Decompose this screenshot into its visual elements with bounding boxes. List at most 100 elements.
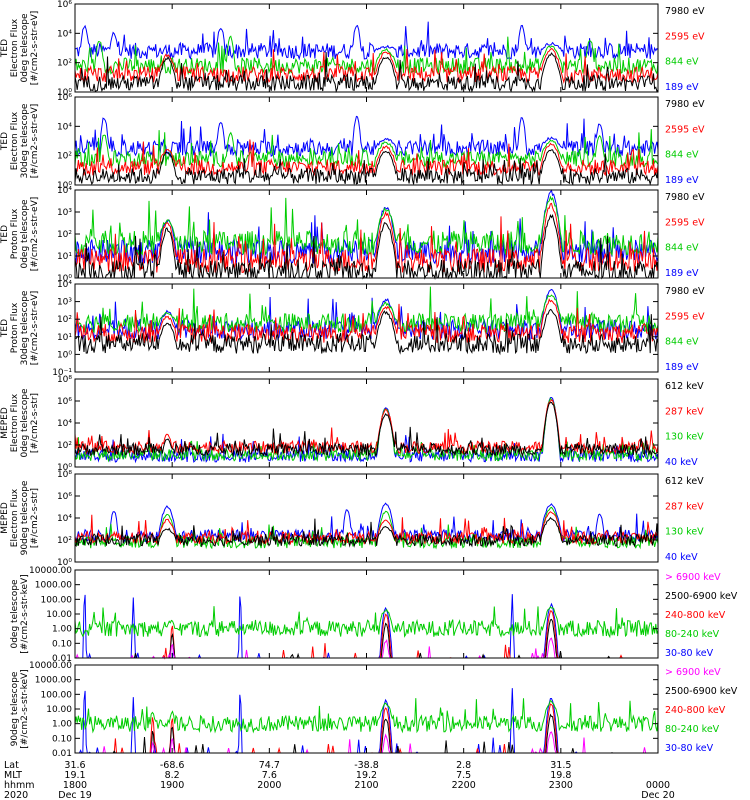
legend-entry: 80-240 keV [665,629,720,640]
y-tick-label: 1.00 [52,720,72,730]
y-tick-label: 100.00 [41,595,73,605]
y-tick-label: 10⁸ [57,470,72,480]
y-tick-label: 10² [57,441,72,451]
legend-entry: 612 keV [665,476,704,487]
y-axis-label-line: TED [0,225,10,244]
series-line [74,35,659,76]
series-2595-ev [74,48,659,85]
legend-entry: 7980 eV [665,99,705,110]
y-axis-label-line: MEPED [0,407,10,439]
series-612-kev [74,401,659,458]
legend-entry: 240-800 keV [665,610,726,621]
y-tick-label: 0.10 [52,639,72,649]
y-tick-label: 0.01 [52,749,72,759]
legend-entry: 2595 eV [665,217,705,228]
y-tick-label: 10⁴ [57,186,72,196]
series-line [74,21,659,61]
x-hhmm-label: 2000 [257,780,281,791]
legend-entry: > 6900 keV [665,667,721,678]
legend-entry: 287 keV [665,501,704,512]
y-axis-label-line: [#/cm2-s-str-keV] [20,574,30,653]
series-line [74,401,659,458]
series-844-ev [74,35,659,76]
y-axis-label-line: 0deg telescope [10,579,20,649]
y-tick-label: 10⁴ [57,419,72,429]
x-lat-label: 74.7 [259,760,280,771]
y-axis-label-line: [#/cm2-s-str] [30,393,40,453]
x-mlt-label: 7.5 [456,770,471,781]
series-612-kev [74,516,659,548]
legend-entry: 130 keV [665,527,704,538]
y-axis-label-line: [#/cm2-s-str] [30,488,40,548]
legend-entry: 7980 eV [665,192,705,203]
x-hhmm-label: 2200 [452,780,476,791]
panel-ted-p-0: 10⁴ 10³ 10² 10¹ 10⁰ TED Proton Flux 0deg telesc… [0,186,705,284]
legend-entry: 2595 eV [665,31,705,42]
y-tick-label: 10² [57,59,72,69]
series-line [74,48,659,85]
y-axis-label-line: Proton Flux [10,302,20,353]
x-hhmm-label: 0000 [646,780,670,791]
y-axis-label-line: 0deg telescope [20,388,30,458]
legend-entry: 844 eV [665,243,699,254]
y-tick-label: 10⁴ [57,514,72,524]
y-axis-label-line: Electron Flux [10,111,20,170]
series-line [74,506,659,550]
series-line [74,189,659,266]
y-tick-label: 10⁴ [57,29,72,39]
y-tick-label: 10⁰ [57,350,72,360]
y-tick-label: 10⁰ [57,274,72,284]
x-hhmm-label: 1900 [160,780,184,791]
legend-entry: 30-80 keV [665,648,714,659]
y-tick-label: 10⁶ [57,93,72,103]
y-tick-label: 10⁸ [57,375,72,385]
y-tick-label: 10³ [57,298,72,308]
y-axis-label-line: 90deg telescope [10,671,20,746]
series-line [74,308,659,356]
series-189-ev [74,115,659,159]
y-tick-label: 10² [57,536,72,546]
y-tick-label: 10¹ [57,333,72,343]
y-tick-label: 10000.00 [29,661,72,671]
legend-entry: 189 eV [665,175,699,186]
x-lat-label: 2.8 [456,760,471,771]
panel-meped-e-90: 10⁸ 10⁶ 10⁴ 10² 10⁰ MEPED Electron Flux 90deg t… [0,470,704,568]
x-row-label: Lat [4,760,19,771]
series-2595-ev [74,139,659,177]
legend-entry: > 6900 keV [665,572,721,583]
x-mlt-label: 7.6 [262,770,277,781]
y-tick-label: 10000.00 [29,566,72,576]
y-tick-label: 10⁰ [57,181,72,191]
series-line [74,298,659,344]
y-tick-label: 10.00 [46,705,72,715]
series-7980-ev [74,308,659,356]
y-axis-label-line: 90deg telescope [20,480,30,555]
legend-entry: 189 eV [665,362,699,373]
legend-entry: 612 keV [665,381,704,392]
legend-entry: 7980 eV [665,6,705,17]
y-axis-label-line: 0deg telescope [20,13,30,83]
y-tick-label: 10.00 [46,610,72,620]
x-lat-label: -38.8 [354,760,379,771]
y-tick-label: 10⁶ [57,0,72,10]
series-287-kev [74,511,659,546]
panel-meped-p-0: 10000.00 1000.00 100.00 10.00 1.00 0.10 0.01 0d… [10,566,738,664]
series-line [74,139,659,177]
y-tick-label: 10⁴ [57,280,72,290]
x-lat-label: 31.5 [550,760,571,771]
y-axis-label-line: [#/cm2-s-str-eV] [30,11,40,86]
series-189-ev [74,21,659,61]
y-tick-label: 10⁶ [57,397,72,407]
y-tick-label: 10² [57,230,72,240]
series-line [74,516,659,548]
series-189-ev [74,189,659,266]
series-189-ev [74,288,659,342]
legend-entry: 2500-6900 keV [665,686,738,697]
y-tick-label: 0.01 [52,654,72,664]
legend-entry: 7980 eV [665,286,705,297]
x-row-label: MLT [4,770,22,781]
series-2595-ev [74,298,659,344]
series-80-240-kev [74,606,659,639]
series-844-ev [74,286,659,334]
